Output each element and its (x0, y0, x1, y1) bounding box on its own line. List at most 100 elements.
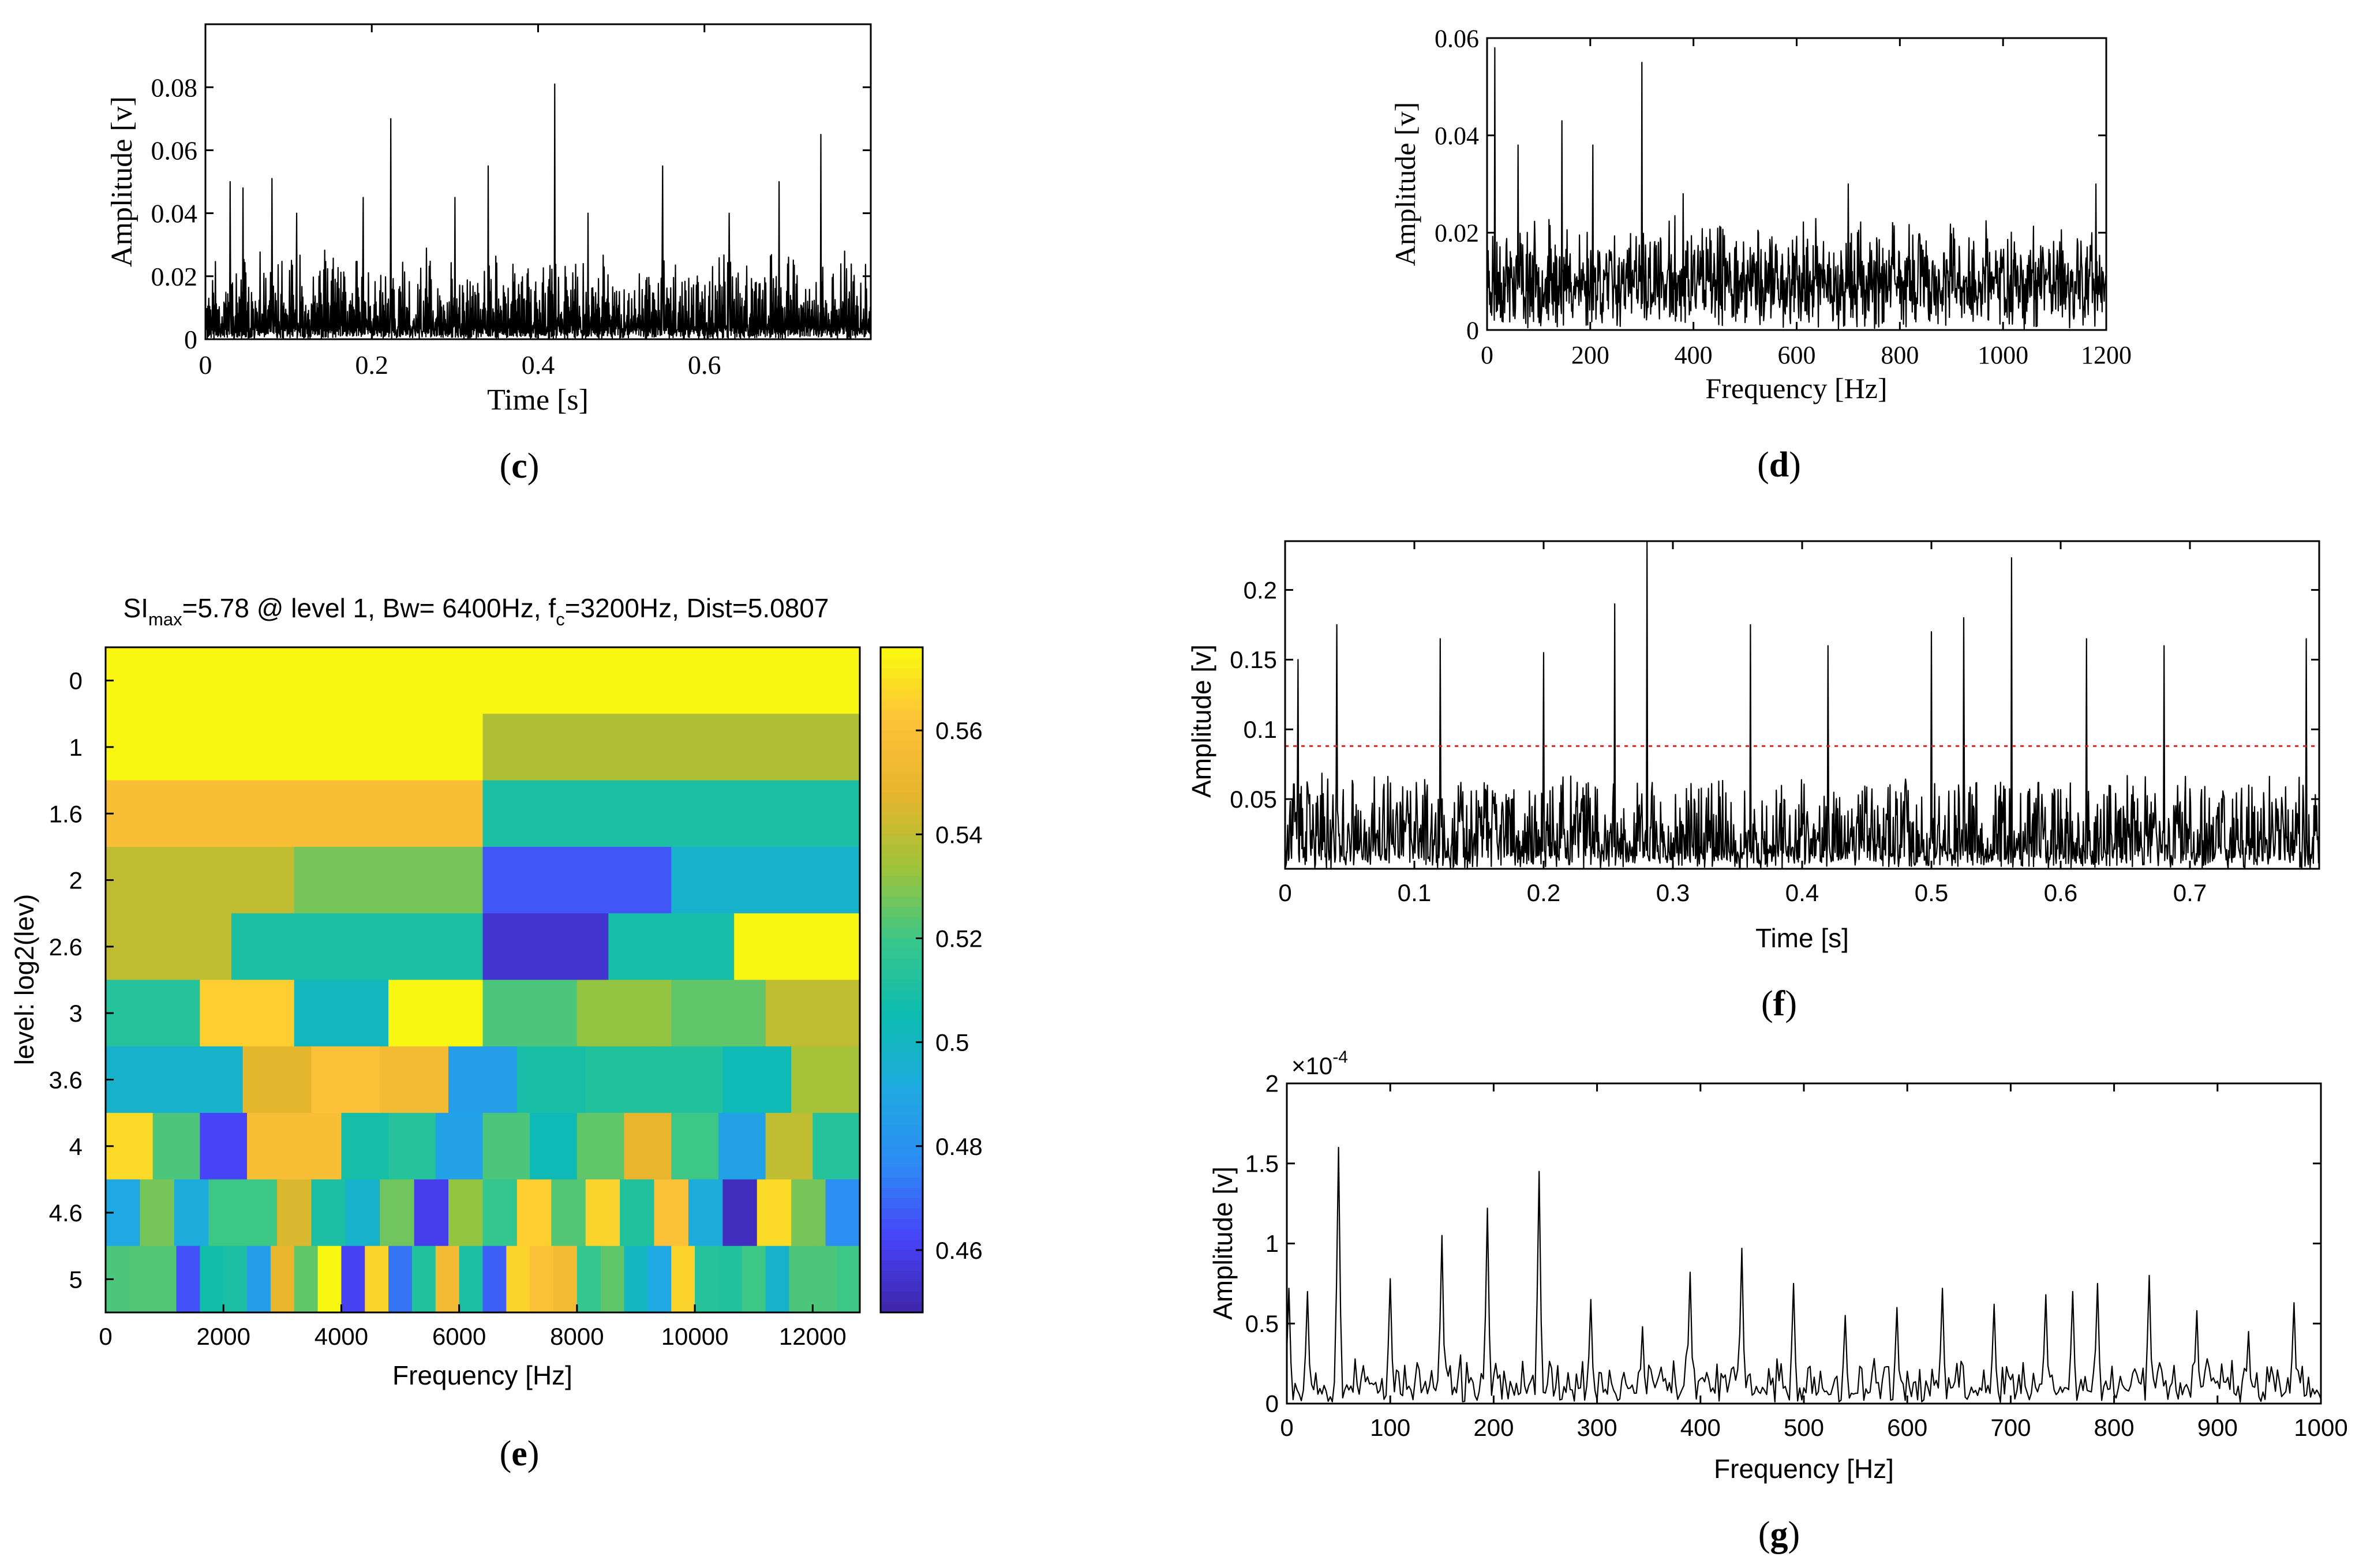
x-tick-label: 0 (199, 350, 212, 380)
y-tick-label: 0.02 (151, 262, 198, 291)
chart-f-series (1284, 540, 2320, 869)
heatmap-cell (765, 1113, 813, 1180)
chart-e-title-si-sub: max (148, 609, 182, 629)
heatmap-cell (208, 1179, 244, 1247)
heatmap-cell (600, 1246, 625, 1313)
heatmap-cell (791, 1046, 860, 1113)
chart-e-title-si: SI (123, 593, 148, 623)
chart-c-xlabel: Time [s] (487, 384, 589, 417)
y-tick-label: 0.02 (1435, 219, 1479, 247)
heatmap-cell (411, 1246, 436, 1313)
level-tick-label: 4 (69, 1133, 83, 1160)
level-tick-label: 3.6 (49, 1066, 83, 1093)
x-tick-label: 12000 (779, 1323, 847, 1350)
heatmap-cell (448, 1046, 518, 1113)
colorbar-segment (881, 1083, 923, 1095)
y-tick-label: 0 (1466, 316, 1479, 344)
chart-e-xlabel: Frequency [Hz] (392, 1360, 572, 1390)
heatmap-cell (200, 1246, 224, 1313)
colorbar-segment (881, 1125, 923, 1136)
heatmap-cell (608, 913, 735, 981)
heatmap-cell (671, 846, 860, 914)
heatmap-cell (553, 1246, 578, 1313)
colorbar-segment (881, 824, 923, 835)
heatmap-cell (482, 714, 860, 781)
chart-g-xlabel: Frequency [Hz] (1714, 1454, 1894, 1484)
heatmap-cell (311, 1046, 380, 1113)
y-tick-label: 0.15 (1230, 646, 1277, 673)
colorbar-segment (881, 668, 923, 679)
heatmap-cell (585, 1179, 620, 1247)
y-tick-label: 0.06 (1435, 24, 1479, 52)
heatmap-cell (341, 1246, 365, 1313)
heatmap-cell (742, 1246, 766, 1313)
chart-e-heatmap-cells (106, 647, 860, 1313)
colorbar-segment (881, 845, 923, 856)
panel-label-c-letter: c (511, 447, 527, 486)
x-tick-label: 400 (1680, 1414, 1721, 1441)
chart-c-y-ticks: 0 0.02 0.04 0.06 0.08 (151, 73, 871, 354)
colorbar-segment (881, 1208, 923, 1220)
heatmap-cell (223, 1246, 248, 1313)
panel-label-f: (f) (1761, 984, 1797, 1023)
colorbar-tick-label: 0.46 (935, 1237, 983, 1264)
x-tick-label: 4000 (314, 1323, 368, 1350)
x-tick-label: 0 (1278, 879, 1291, 906)
heatmap-cell (174, 1046, 244, 1113)
heatmap-cell (576, 980, 672, 1047)
colorbar-tick-label: 0.52 (935, 925, 983, 952)
heatmap-cell (345, 1179, 380, 1247)
chart-f-x-ticks: 0 0.1 0.2 0.3 0.4 0.5 0.6 0.7 (1278, 541, 2207, 906)
x-tick-label: 600 (1887, 1414, 1927, 1441)
panel-f: 0 0.1 0.2 0.3 0.4 0.5 0.6 0.7 0.05 0.1 0.15 0.2 Ti… (1186, 540, 2320, 1023)
panel-label-g-letter: g (1770, 1515, 1788, 1554)
x-tick-label: 0.2 (1527, 879, 1560, 906)
heatmap-cell (129, 1246, 153, 1313)
heatmap-cell (106, 714, 484, 781)
level-tick-label: 0 (69, 667, 83, 695)
colorbar-tick-label: 0.5 (935, 1029, 969, 1056)
chart-g-ylabel: Amplitude [v] (1208, 1166, 1238, 1320)
chart-e-x-ticks: 0 2000 4000 6000 8000 10000 12000 (99, 1304, 847, 1350)
heatmap-cell (530, 1113, 578, 1180)
heatmap-cell (585, 1046, 655, 1113)
colorbar-segment (881, 896, 923, 908)
colorbar-segment (881, 762, 923, 772)
heatmap-cell (140, 1179, 175, 1247)
colorbar-segment (881, 741, 923, 752)
heatmap-cell (317, 1246, 342, 1313)
heatmap-cell (624, 1113, 672, 1180)
heatmap-cell (200, 1113, 248, 1180)
heatmap-cell (671, 1246, 695, 1313)
x-tick-label: 0.6 (2044, 879, 2077, 906)
y-tick-label: 0.04 (1435, 122, 1479, 150)
colorbar-segment (881, 1270, 923, 1282)
colorbar-segment (881, 699, 923, 710)
heatmap-cell (718, 1113, 766, 1180)
colorbar-frame (879, 646, 924, 1314)
colorbar-segment (881, 969, 923, 981)
heatmap-cell (624, 1246, 648, 1313)
heatmap-cell (482, 1179, 518, 1247)
x-tick-label: 0 (99, 1323, 112, 1350)
chart-f-ylabel: Amplitude [v] (1186, 644, 1216, 798)
heatmap-cell (482, 846, 672, 914)
heatmap-cell (294, 1113, 342, 1180)
chart-g-x-ticks: 0 100 200 300 400 500 600 700 800 900 1000 (1280, 1083, 2348, 1441)
colorbar-segment (881, 1011, 923, 1022)
heatmap-cell (388, 1113, 436, 1180)
heatmap-cell (722, 1046, 792, 1113)
heatmap-cell (482, 1113, 530, 1180)
x-tick-label: 0.2 (355, 350, 389, 380)
x-tick-label: 0 (1280, 1414, 1293, 1441)
heatmap-cell (357, 913, 484, 981)
colorbar-segment (881, 730, 923, 741)
chart-e-axes-box (104, 646, 861, 1314)
heatmap-cell (242, 1179, 278, 1247)
chart-c-ylabel: Amplitude [v] (106, 96, 138, 267)
heatmap-cell (277, 1179, 312, 1247)
x-tick-label: 1200 (2081, 341, 2132, 369)
chart-e-colorbar: 0.46 0.48 0.5 0.52 0.54 0.56 (879, 646, 983, 1314)
chart-f-xlabel: Time [s] (1755, 923, 1849, 953)
heatmap-cell (482, 780, 860, 847)
